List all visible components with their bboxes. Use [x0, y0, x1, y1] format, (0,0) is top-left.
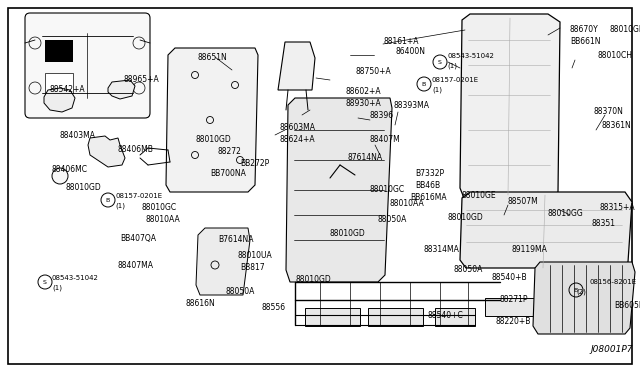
Text: 08543-51042: 08543-51042 [52, 275, 99, 281]
Text: 88361N: 88361N [601, 122, 631, 131]
Text: BB407QA: BB407QA [120, 234, 156, 243]
Text: 88351: 88351 [592, 219, 616, 228]
Text: 88010GD: 88010GD [296, 276, 332, 285]
Text: 88050A: 88050A [378, 215, 408, 224]
Polygon shape [286, 98, 392, 282]
Text: (1): (1) [115, 203, 125, 209]
Bar [45, 73, 73, 93]
Text: 88315+A: 88315+A [599, 203, 635, 212]
Text: 88603MA: 88603MA [280, 124, 316, 132]
Text: 88010UA: 88010UA [238, 251, 273, 260]
Text: 88651N: 88651N [198, 52, 228, 61]
Text: (1): (1) [432, 87, 442, 93]
Bar [368, 308, 423, 326]
Text: BB616MA: BB616MA [410, 193, 447, 202]
Circle shape [52, 168, 68, 184]
Text: 88271P: 88271P [500, 295, 529, 305]
Text: (1): (1) [447, 63, 457, 69]
Polygon shape [460, 192, 632, 268]
Text: B: B [574, 288, 578, 292]
Text: 08157-0201E: 08157-0201E [432, 77, 479, 83]
Text: BB605PA: BB605PA [614, 301, 640, 311]
Text: (1): (1) [52, 285, 62, 291]
Text: 88010GD: 88010GD [66, 183, 102, 192]
Text: 88965+A: 88965+A [124, 76, 160, 84]
Text: 88403MA: 88403MA [60, 131, 96, 141]
Text: 88010GD: 88010GD [196, 135, 232, 144]
Bar [45, 40, 73, 62]
Text: 08157-0201E: 08157-0201E [115, 193, 162, 199]
Polygon shape [108, 80, 135, 99]
Text: 88010CH: 88010CH [598, 51, 633, 61]
Text: 88930+A: 88930+A [345, 99, 381, 109]
Polygon shape [44, 88, 75, 112]
Text: 86400N: 86400N [395, 48, 425, 57]
Text: 88406MB: 88406MB [118, 145, 154, 154]
Text: 88161+A: 88161+A [384, 38, 419, 46]
Text: S: S [438, 60, 442, 64]
Text: 89119MA: 89119MA [512, 246, 548, 254]
Text: 88272: 88272 [218, 148, 242, 157]
Text: 88406MC: 88406MC [52, 166, 88, 174]
Text: 88393MA: 88393MA [393, 102, 429, 110]
Bar [485, 298, 535, 316]
Text: 88050A: 88050A [225, 288, 254, 296]
Text: 88010AA: 88010AA [390, 199, 425, 208]
Text: 88396: 88396 [370, 112, 394, 121]
Text: BB661N: BB661N [570, 38, 600, 46]
Text: 88010GC: 88010GC [370, 186, 405, 195]
Polygon shape [88, 136, 125, 167]
Text: B: B [106, 198, 110, 202]
Text: B7332P: B7332P [415, 170, 444, 179]
Text: 88050A: 88050A [453, 266, 483, 275]
Text: S: S [43, 279, 47, 285]
Text: B7614NA: B7614NA [218, 235, 253, 244]
Text: 88602+A: 88602+A [345, 87, 381, 96]
Text: 88010GD: 88010GD [330, 230, 365, 238]
FancyBboxPatch shape [25, 13, 150, 118]
Text: 88556: 88556 [262, 304, 286, 312]
Text: 88010GC: 88010GC [142, 202, 177, 212]
Text: 88507M: 88507M [508, 196, 539, 205]
Text: 88670Y: 88670Y [570, 26, 599, 35]
Text: 88407M: 88407M [370, 135, 401, 144]
Text: 88616N: 88616N [185, 299, 215, 308]
Text: 87614NA: 87614NA [348, 154, 383, 163]
Polygon shape [278, 42, 315, 90]
Text: 88314MA: 88314MA [423, 246, 459, 254]
Text: J08001P7: J08001P7 [590, 346, 632, 355]
Text: BB700NA: BB700NA [210, 170, 246, 179]
Text: 88750+A: 88750+A [355, 67, 391, 77]
Polygon shape [196, 228, 250, 295]
Text: 88010GD: 88010GD [448, 214, 484, 222]
Text: 88010AA: 88010AA [145, 215, 180, 224]
Text: 88542+A: 88542+A [50, 86, 86, 94]
Polygon shape [460, 14, 560, 198]
Text: 88010GE: 88010GE [462, 192, 497, 201]
Text: 88010GG: 88010GG [547, 208, 583, 218]
Text: 88624+A: 88624+A [280, 135, 316, 144]
Polygon shape [533, 262, 635, 334]
Text: 88010GF: 88010GF [610, 26, 640, 35]
Text: 88540+C: 88540+C [428, 311, 464, 321]
Text: 88407MA: 88407MA [118, 260, 154, 269]
Text: 88540+B: 88540+B [492, 273, 527, 282]
Text: BB46B: BB46B [415, 182, 440, 190]
Text: 08543-51042: 08543-51042 [448, 53, 495, 59]
Text: (2): (2) [576, 289, 586, 295]
Bar [305, 308, 360, 326]
Bar [435, 308, 475, 326]
Text: BB817: BB817 [240, 263, 264, 273]
Text: 88370N: 88370N [593, 108, 623, 116]
Text: 08156-8201E: 08156-8201E [590, 279, 637, 285]
Text: 88220+B: 88220+B [495, 317, 531, 327]
Polygon shape [166, 48, 258, 192]
Text: B: B [422, 81, 426, 87]
Text: BB272P: BB272P [240, 160, 269, 169]
